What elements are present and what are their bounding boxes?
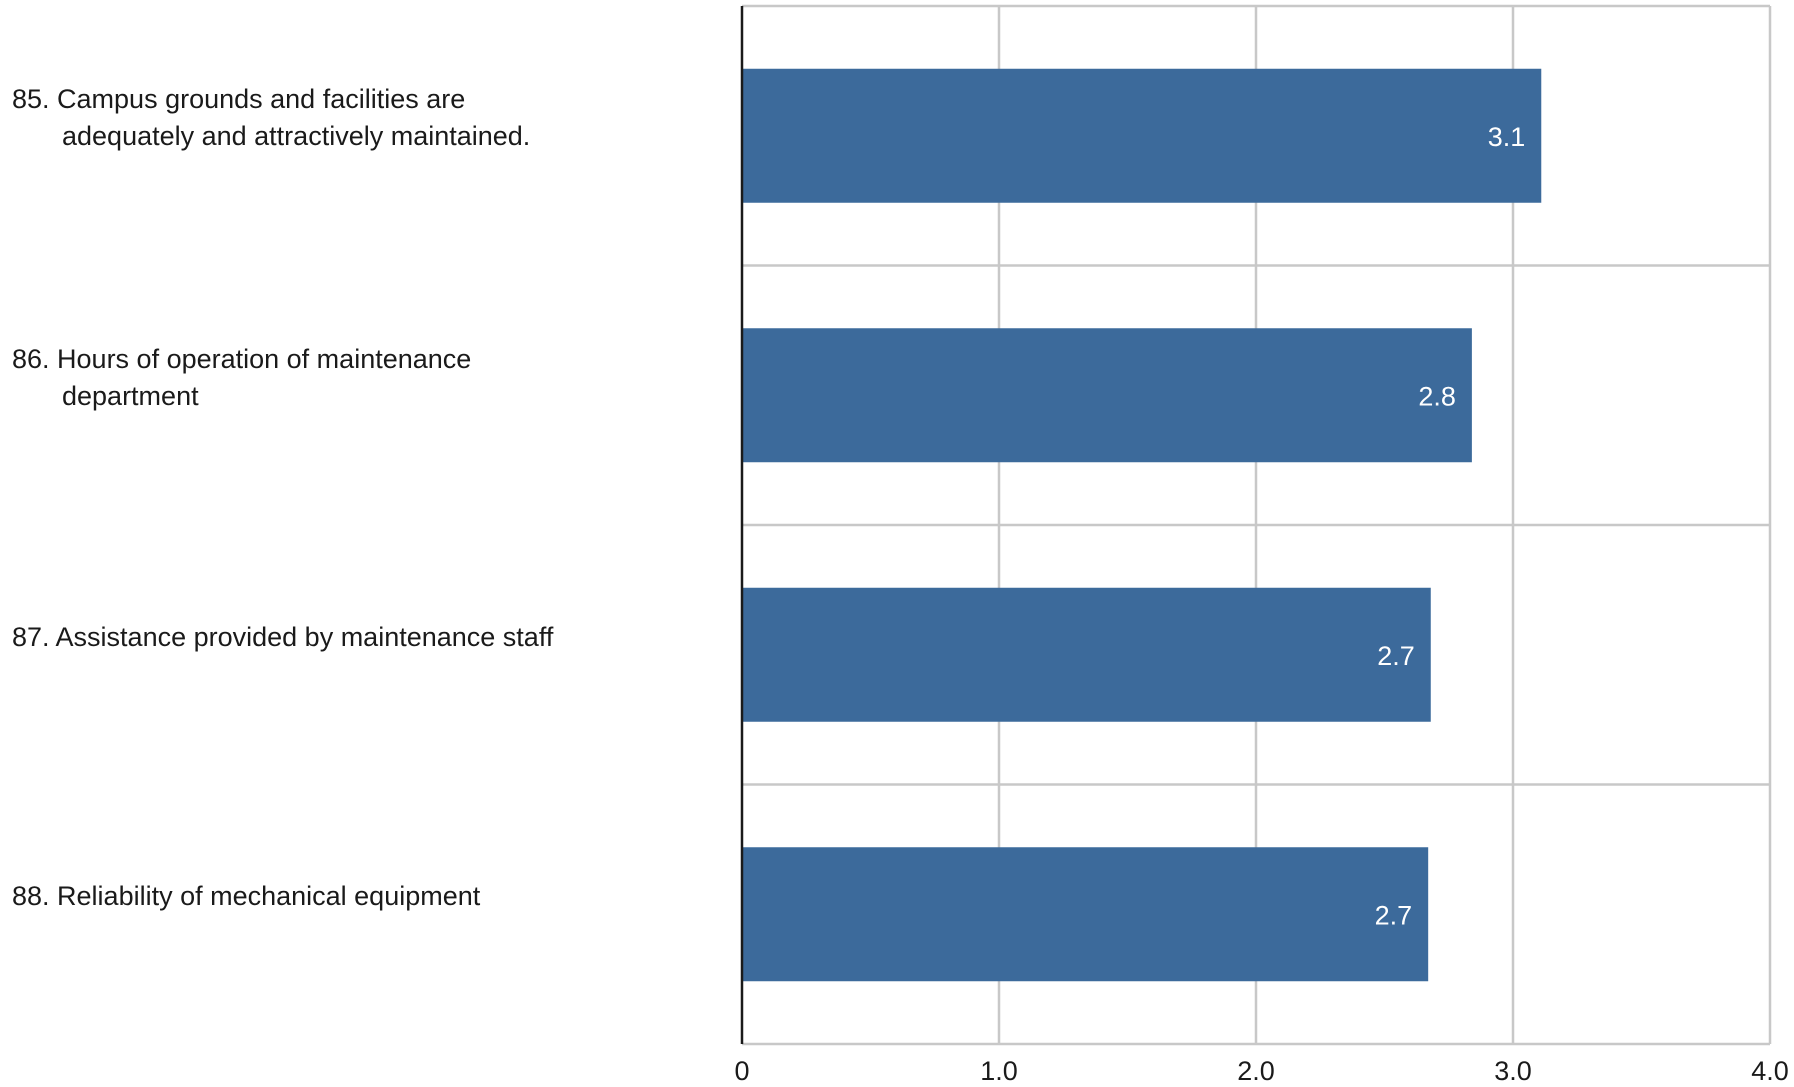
x-tick-label: 4.0 — [1751, 1056, 1789, 1086]
bar — [742, 847, 1429, 982]
bar-value-label: 2.8 — [1418, 381, 1456, 411]
x-axis-ticks: 0 1.0 2.0 3.0 4.0 — [734, 1056, 1788, 1086]
value-labels: 3.1 2.8 2.7 2.7 — [1375, 122, 1526, 931]
category-label: 85. Campus grounds and facilities are ad… — [12, 84, 531, 152]
x-tick-label: 2.0 — [1237, 1056, 1275, 1086]
bar-value-label: 2.7 — [1375, 900, 1413, 930]
bar — [742, 68, 1542, 203]
x-tick-label: 0 — [734, 1056, 749, 1086]
bar — [742, 328, 1472, 463]
x-tick-label: 3.0 — [1494, 1056, 1532, 1086]
x-tick-label: 1.0 — [980, 1056, 1018, 1086]
bar-value-label: 3.1 — [1488, 122, 1526, 152]
bar — [742, 587, 1431, 722]
bar-value-label: 2.7 — [1377, 641, 1415, 671]
bars — [742, 68, 1542, 982]
category-label: 87. Assistance provided by maintenance s… — [12, 621, 554, 652]
category-label: 86. Hours of operation of maintenance de… — [12, 343, 472, 411]
category-label: 88. Reliability of mechanical equipment — [12, 881, 481, 912]
